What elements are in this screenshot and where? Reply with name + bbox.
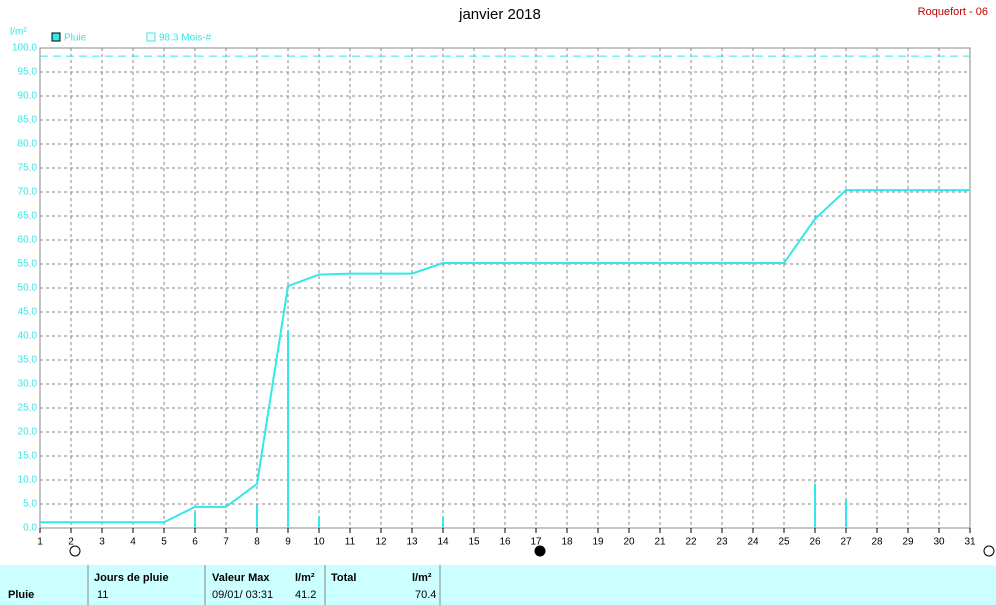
y-tick-label: 25.0 [18, 403, 38, 414]
y-tick-label: 40.0 [18, 331, 38, 342]
x-tick-label: 26 [809, 537, 821, 548]
x-tick-label: 16 [499, 537, 511, 548]
x-tick-label: 29 [902, 537, 914, 548]
x-tick-label: 15 [468, 537, 480, 548]
y-tick-label: 70.0 [18, 187, 38, 198]
x-tick-label: 14 [437, 537, 449, 548]
legend-label: 98.3 Mois-# [159, 33, 212, 44]
table-header: Valeur Max [212, 572, 270, 584]
x-tick-label: 9 [285, 537, 291, 548]
table-row-label: Pluie [8, 589, 34, 601]
y-tick-label: 90.0 [18, 91, 38, 102]
x-tick-label: 25 [778, 537, 790, 548]
x-tick-label: 8 [254, 537, 260, 548]
y-tick-label: 15.0 [18, 451, 38, 462]
y-tick-label: 35.0 [18, 355, 38, 366]
y-tick-label: 55.0 [18, 259, 38, 270]
moon-icon [534, 545, 546, 557]
x-tick-label: 28 [871, 537, 883, 548]
legend-swatch [51, 32, 61, 42]
y-tick-label: 30.0 [18, 379, 38, 390]
y-tick-label: 10.0 [18, 475, 38, 486]
x-tick-label: 1 [37, 537, 43, 548]
legend-swatch [146, 32, 156, 42]
x-tick-label: 2 [68, 537, 74, 548]
x-tick-label: 7 [223, 537, 229, 548]
x-tick-label: 19 [592, 537, 604, 548]
x-tick-label: 11 [345, 537, 356, 548]
x-tick-label: 3 [99, 537, 105, 548]
x-tick-label: 20 [623, 537, 635, 548]
legend-label: Pluie [64, 33, 87, 44]
x-tick-label: 5 [161, 537, 167, 548]
table-cell: 11 [97, 589, 108, 601]
y-tick-label: 50.0 [18, 283, 38, 294]
x-tick-label: 23 [716, 537, 728, 548]
summary-table [0, 565, 996, 605]
x-tick-label: 30 [933, 537, 945, 548]
x-tick-label: 4 [130, 537, 136, 548]
y-tick-label: 80.0 [18, 139, 38, 150]
table-header: l/m² [412, 572, 432, 584]
table-cell: 09/01/ 03:31 [212, 589, 273, 601]
moon-icon [69, 545, 81, 557]
x-tick-label: 18 [561, 537, 573, 548]
x-tick-label: 22 [685, 537, 697, 548]
table-cell: 70.4 [415, 589, 436, 601]
x-tick-label: 10 [313, 537, 325, 548]
y-axis-label: l/m² [10, 27, 27, 38]
moon-icon [983, 545, 995, 557]
x-tick-label: 24 [747, 537, 759, 548]
x-tick-label: 31 [964, 537, 976, 548]
cumulative-line [40, 189, 970, 524]
y-tick-label: 85.0 [18, 115, 38, 126]
y-tick-label: 65.0 [18, 211, 38, 222]
station: Roquefort - 06 [918, 6, 988, 18]
table-header: l/m² [295, 572, 315, 584]
y-tick-label: 75.0 [18, 163, 38, 174]
y-tick-label: 5.0 [23, 499, 37, 510]
chart-title: janvier 2018 [458, 6, 541, 23]
x-tick-label: 13 [406, 537, 418, 548]
y-tick-label: 60.0 [18, 235, 38, 246]
x-tick-label: 27 [840, 537, 852, 548]
x-tick-label: 21 [654, 537, 666, 548]
table-header: Total [331, 572, 356, 584]
x-tick-label: 17 [530, 537, 542, 548]
y-tick-label: 0.0 [23, 523, 37, 534]
table-cell: 41.2 [295, 589, 316, 601]
table-header: Jours de pluie [94, 572, 169, 584]
y-tick-label: 100.0 [12, 43, 37, 54]
table-lines [87, 565, 441, 605]
x-tick-label: 12 [375, 537, 387, 548]
y-tick-label: 20.0 [18, 427, 38, 438]
y-tick-label: 45.0 [18, 307, 38, 318]
y-tick-label: 95.0 [18, 67, 38, 78]
x-tick-label: 6 [192, 537, 198, 548]
